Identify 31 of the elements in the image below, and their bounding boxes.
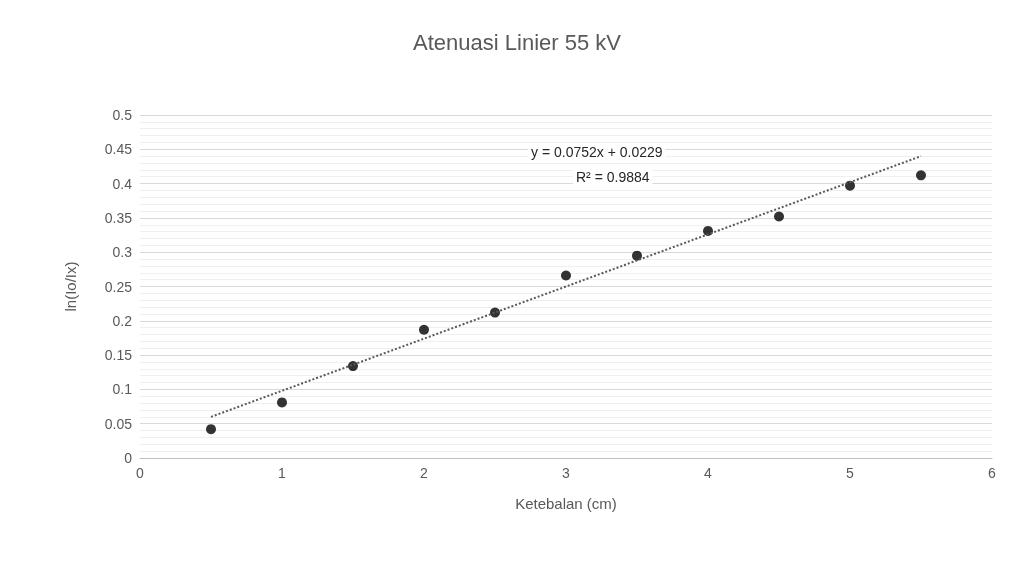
y-tick-label: 0.2 bbox=[112, 312, 133, 329]
y-tick-label: 0.05 bbox=[104, 415, 133, 432]
point bbox=[561, 270, 571, 281]
y-tick-label: 0.45 bbox=[104, 141, 133, 158]
x-tick-label: 4 bbox=[704, 465, 713, 481]
annotation: y = 0.0752x + 0.0229 bbox=[531, 144, 663, 160]
y-tick-label: 0.5 bbox=[112, 107, 133, 123]
x-tick-label: 2 bbox=[420, 465, 429, 481]
x-tick-label: 6 bbox=[988, 465, 997, 481]
y-tick-label: 0 bbox=[124, 450, 133, 466]
y-tick-label: 0.4 bbox=[112, 175, 133, 192]
x-axis-title: Ketebalan (cm) bbox=[515, 495, 617, 512]
y-tick-label: 0.35 bbox=[104, 209, 133, 226]
point bbox=[845, 180, 855, 191]
y-tick-label: 0.1 bbox=[112, 381, 133, 398]
y-tick-label: 0.25 bbox=[104, 278, 133, 295]
x-tick-label: 1 bbox=[278, 465, 287, 481]
point bbox=[632, 250, 642, 261]
annotation: R² = 0.9884 bbox=[576, 169, 650, 185]
point bbox=[916, 170, 926, 181]
x-tick-label: 3 bbox=[562, 465, 571, 481]
x-tick-label: 0 bbox=[136, 465, 145, 481]
y-tick-label: 0.15 bbox=[104, 347, 133, 364]
point bbox=[206, 424, 216, 435]
point bbox=[419, 324, 429, 335]
point bbox=[277, 397, 287, 408]
y-axis-title: ln(Io/Ix) bbox=[62, 261, 79, 312]
x-tick-label: 5 bbox=[846, 465, 855, 481]
point bbox=[774, 211, 784, 222]
chart-title: Atenuasi Linier 55 kV bbox=[413, 29, 622, 55]
y-tick-label: 0.3 bbox=[112, 244, 133, 261]
